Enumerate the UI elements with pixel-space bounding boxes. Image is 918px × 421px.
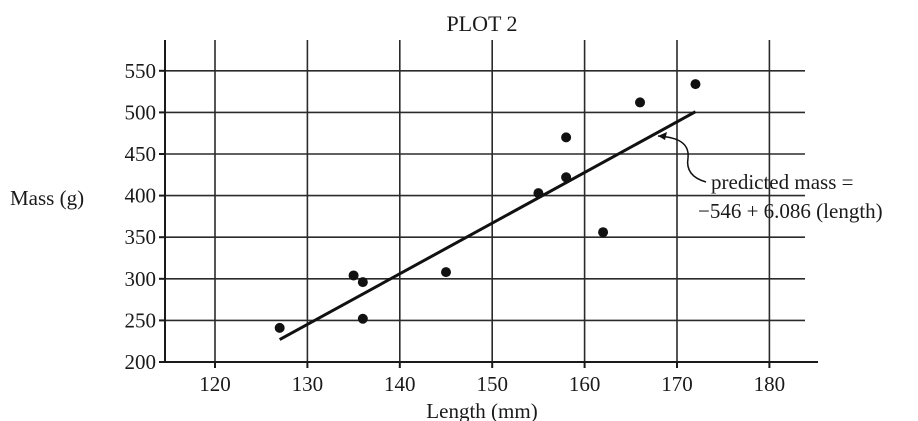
data-point-6	[533, 188, 544, 199]
grid-lines	[165, 40, 805, 362]
y-tick-label-200: 200	[125, 350, 157, 374]
x-tick-label-120: 120	[199, 372, 231, 396]
y-tick-labels: 200 250 300 350 400 450 500 550	[125, 59, 157, 374]
x-axis-label: Length (mm)	[426, 399, 537, 421]
y-tick-label-400: 400	[125, 184, 157, 208]
data-point-3	[357, 277, 368, 288]
x-tick-label-160: 160	[569, 372, 601, 396]
x-tick-label-170: 170	[661, 372, 693, 396]
x-tick-labels: 120 130 140 150 160 170 180	[199, 372, 785, 396]
y-tick-label-450: 450	[125, 142, 157, 166]
y-tick-label-350: 350	[125, 225, 157, 249]
x-tick-label-150: 150	[476, 372, 508, 396]
annotation-line-1: predicted mass =	[711, 170, 853, 194]
axes	[159, 40, 818, 368]
data-point-10	[635, 97, 646, 108]
x-tick-label-140: 140	[384, 372, 416, 396]
chart-title: PLOT 2	[446, 11, 517, 36]
y-tick-label-250: 250	[125, 308, 157, 332]
data-point-8	[561, 172, 572, 183]
data-point-4	[357, 313, 368, 324]
data-points	[274, 79, 701, 333]
annotation-leader	[657, 135, 707, 183]
x-tick-label-180: 180	[754, 372, 786, 396]
data-point-11	[690, 79, 701, 90]
data-point-1	[274, 322, 285, 333]
annotation-line-2: −546 + 6.086 (length)	[698, 199, 883, 223]
annotation-arrowhead	[658, 132, 667, 140]
regression-line	[278, 110, 697, 341]
data-point-2	[348, 270, 359, 281]
data-point-5	[441, 267, 451, 278]
y-tick-label-550: 550	[125, 59, 157, 83]
data-point-7	[561, 132, 572, 143]
regression-line-group	[278, 110, 697, 341]
y-axis-label: Mass (g)	[10, 186, 84, 210]
y-tick-label-500: 500	[125, 100, 157, 124]
x-tick-label-130: 130	[292, 372, 324, 396]
data-point-9	[598, 227, 609, 238]
y-tick-label-300: 300	[125, 267, 157, 291]
